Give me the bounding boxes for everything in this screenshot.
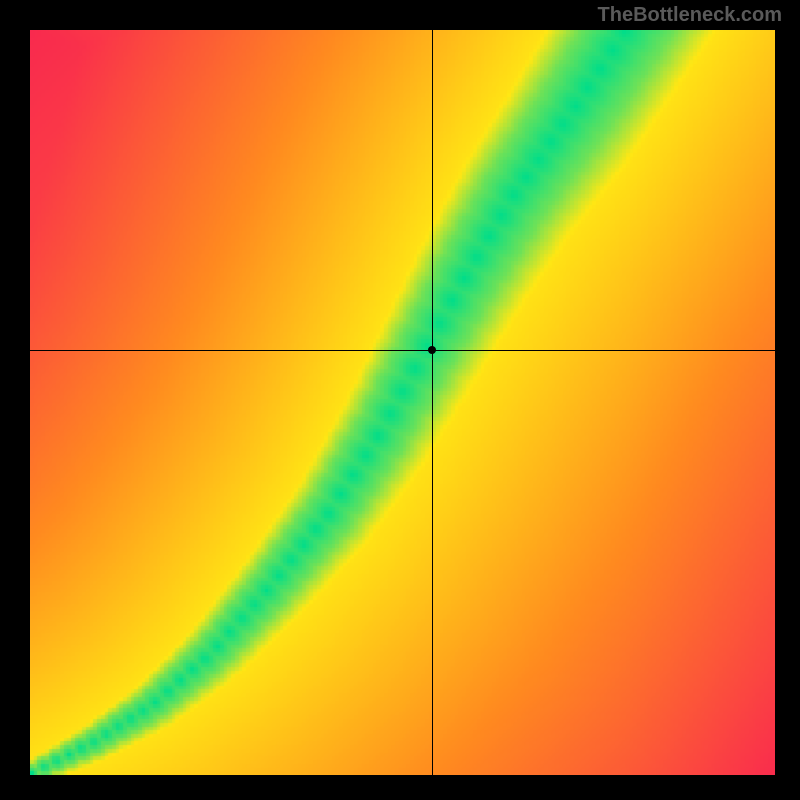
heatmap-canvas bbox=[30, 30, 775, 775]
crosshair-dot bbox=[428, 346, 436, 354]
crosshair-vertical bbox=[432, 30, 433, 775]
watermark-text: TheBottleneck.com bbox=[598, 4, 782, 27]
crosshair-horizontal bbox=[30, 350, 775, 351]
